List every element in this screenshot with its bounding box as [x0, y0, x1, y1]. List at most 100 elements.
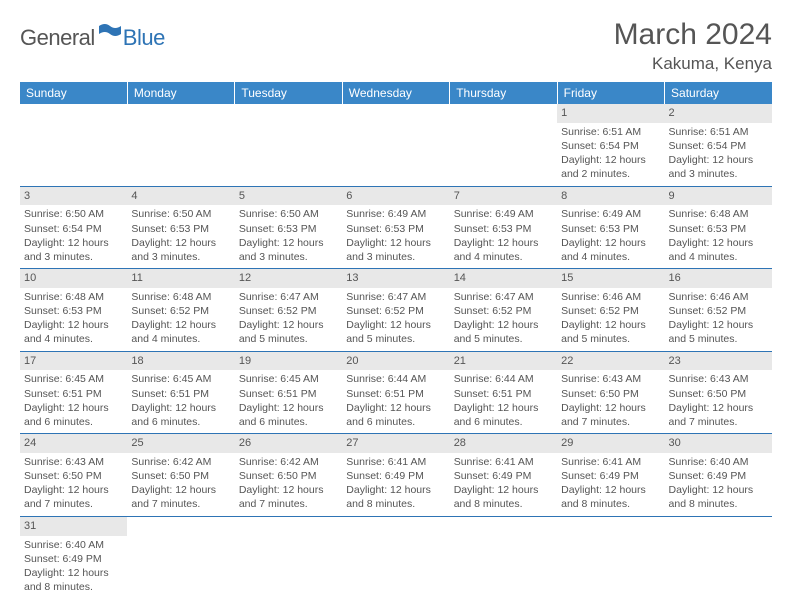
day-number: 16 — [665, 269, 772, 288]
day-number: 24 — [20, 434, 127, 453]
sunset-line: Sunset: 6:51 PM — [239, 387, 338, 401]
sunrise-line: Sunrise: 6:43 AM — [24, 455, 123, 469]
sunset-line: Sunset: 6:53 PM — [346, 222, 445, 236]
calendar-week-row: 17Sunrise: 6:45 AMSunset: 6:51 PMDayligh… — [20, 351, 772, 434]
daylight-line: Daylight: 12 hours and 5 minutes. — [454, 318, 553, 346]
sunrise-line: Sunrise: 6:45 AM — [131, 372, 230, 386]
daylight-line: Daylight: 12 hours and 8 minutes. — [454, 483, 553, 511]
calendar-day-cell: 23Sunrise: 6:43 AMSunset: 6:50 PMDayligh… — [665, 351, 772, 434]
daylight-line: Daylight: 12 hours and 7 minutes. — [669, 401, 768, 429]
daylight-line: Daylight: 12 hours and 8 minutes. — [24, 566, 123, 594]
weekday-header: Monday — [127, 82, 234, 104]
sunset-line: Sunset: 6:49 PM — [561, 469, 660, 483]
sunrise-line: Sunrise: 6:44 AM — [454, 372, 553, 386]
daylight-line: Daylight: 12 hours and 3 minutes. — [239, 236, 338, 264]
sunrise-line: Sunrise: 6:41 AM — [561, 455, 660, 469]
day-number: 26 — [235, 434, 342, 453]
sunrise-line: Sunrise: 6:47 AM — [454, 290, 553, 304]
calendar-week-row: 3Sunrise: 6:50 AMSunset: 6:54 PMDaylight… — [20, 186, 772, 269]
daylight-line: Daylight: 12 hours and 4 minutes. — [131, 318, 230, 346]
calendar-week-row: 1Sunrise: 6:51 AMSunset: 6:54 PMDaylight… — [20, 104, 772, 186]
sunrise-line: Sunrise: 6:46 AM — [669, 290, 768, 304]
daylight-line: Daylight: 12 hours and 5 minutes. — [346, 318, 445, 346]
daylight-line: Daylight: 12 hours and 3 minutes. — [346, 236, 445, 264]
sunrise-line: Sunrise: 6:48 AM — [24, 290, 123, 304]
calendar-day-cell: 8Sunrise: 6:49 AMSunset: 6:53 PMDaylight… — [557, 186, 664, 269]
weekday-header: Wednesday — [342, 82, 449, 104]
calendar-day-cell: 15Sunrise: 6:46 AMSunset: 6:52 PMDayligh… — [557, 269, 664, 352]
sunset-line: Sunset: 6:51 PM — [24, 387, 123, 401]
daylight-line: Daylight: 12 hours and 8 minutes. — [561, 483, 660, 511]
sunset-line: Sunset: 6:50 PM — [561, 387, 660, 401]
calendar-day-cell: 16Sunrise: 6:46 AMSunset: 6:52 PMDayligh… — [665, 269, 772, 352]
calendar-day-cell: 11Sunrise: 6:48 AMSunset: 6:52 PMDayligh… — [127, 269, 234, 352]
sunset-line: Sunset: 6:51 PM — [131, 387, 230, 401]
calendar-day-cell — [235, 104, 342, 186]
day-number: 15 — [557, 269, 664, 288]
sunrise-line: Sunrise: 6:50 AM — [24, 207, 123, 221]
calendar-day-cell — [342, 104, 449, 186]
day-number: 23 — [665, 352, 772, 371]
calendar-day-cell: 27Sunrise: 6:41 AMSunset: 6:49 PMDayligh… — [342, 434, 449, 517]
day-number: 7 — [450, 187, 557, 206]
calendar-day-cell: 24Sunrise: 6:43 AMSunset: 6:50 PMDayligh… — [20, 434, 127, 517]
calendar-day-cell: 2Sunrise: 6:51 AMSunset: 6:54 PMDaylight… — [665, 104, 772, 186]
sunrise-line: Sunrise: 6:42 AM — [131, 455, 230, 469]
daylight-line: Daylight: 12 hours and 3 minutes. — [669, 153, 768, 181]
day-number: 28 — [450, 434, 557, 453]
day-number: 1 — [557, 104, 664, 123]
daylight-line: Daylight: 12 hours and 4 minutes. — [24, 318, 123, 346]
sunrise-line: Sunrise: 6:50 AM — [131, 207, 230, 221]
calendar-week-row: 31Sunrise: 6:40 AMSunset: 6:49 PMDayligh… — [20, 516, 772, 598]
calendar-day-cell: 13Sunrise: 6:47 AMSunset: 6:52 PMDayligh… — [342, 269, 449, 352]
calendar-day-cell: 7Sunrise: 6:49 AMSunset: 6:53 PMDaylight… — [450, 186, 557, 269]
calendar-day-cell — [342, 516, 449, 598]
calendar-day-cell: 14Sunrise: 6:47 AMSunset: 6:52 PMDayligh… — [450, 269, 557, 352]
day-number: 12 — [235, 269, 342, 288]
sunrise-line: Sunrise: 6:49 AM — [454, 207, 553, 221]
calendar-day-cell: 6Sunrise: 6:49 AMSunset: 6:53 PMDaylight… — [342, 186, 449, 269]
flag-icon — [99, 24, 121, 43]
sunset-line: Sunset: 6:49 PM — [669, 469, 768, 483]
calendar-week-row: 10Sunrise: 6:48 AMSunset: 6:53 PMDayligh… — [20, 269, 772, 352]
page-header: General Blue March 2024 Kakuma, Kenya — [20, 18, 772, 74]
sunrise-line: Sunrise: 6:44 AM — [346, 372, 445, 386]
daylight-line: Daylight: 12 hours and 8 minutes. — [346, 483, 445, 511]
calendar-day-cell — [557, 516, 664, 598]
calendar-day-cell: 3Sunrise: 6:50 AMSunset: 6:54 PMDaylight… — [20, 186, 127, 269]
calendar-day-cell — [450, 104, 557, 186]
calendar-table: SundayMondayTuesdayWednesdayThursdayFrid… — [20, 82, 772, 598]
weekday-header: Saturday — [665, 82, 772, 104]
sunrise-line: Sunrise: 6:49 AM — [561, 207, 660, 221]
calendar-day-cell: 9Sunrise: 6:48 AMSunset: 6:53 PMDaylight… — [665, 186, 772, 269]
sunset-line: Sunset: 6:54 PM — [24, 222, 123, 236]
day-number: 17 — [20, 352, 127, 371]
sunrise-line: Sunrise: 6:42 AM — [239, 455, 338, 469]
sunset-line: Sunset: 6:53 PM — [561, 222, 660, 236]
day-number: 30 — [665, 434, 772, 453]
sunset-line: Sunset: 6:53 PM — [239, 222, 338, 236]
sunset-line: Sunset: 6:49 PM — [346, 469, 445, 483]
daylight-line: Daylight: 12 hours and 6 minutes. — [24, 401, 123, 429]
day-number: 18 — [127, 352, 234, 371]
day-number: 5 — [235, 187, 342, 206]
sunset-line: Sunset: 6:50 PM — [669, 387, 768, 401]
sunset-line: Sunset: 6:52 PM — [669, 304, 768, 318]
sunset-line: Sunset: 6:54 PM — [561, 139, 660, 153]
sunrise-line: Sunrise: 6:40 AM — [24, 538, 123, 552]
sunrise-line: Sunrise: 6:47 AM — [239, 290, 338, 304]
location-text: Kakuma, Kenya — [614, 54, 772, 74]
day-number: 21 — [450, 352, 557, 371]
calendar-day-cell: 4Sunrise: 6:50 AMSunset: 6:53 PMDaylight… — [127, 186, 234, 269]
sunrise-line: Sunrise: 6:48 AM — [669, 207, 768, 221]
daylight-line: Daylight: 12 hours and 3 minutes. — [24, 236, 123, 264]
sunset-line: Sunset: 6:53 PM — [454, 222, 553, 236]
day-number: 25 — [127, 434, 234, 453]
day-number: 3 — [20, 187, 127, 206]
weekday-header: Sunday — [20, 82, 127, 104]
title-block: March 2024 Kakuma, Kenya — [614, 18, 772, 74]
weekday-header-row: SundayMondayTuesdayWednesdayThursdayFrid… — [20, 82, 772, 104]
calendar-day-cell — [450, 516, 557, 598]
calendar-day-cell: 30Sunrise: 6:40 AMSunset: 6:49 PMDayligh… — [665, 434, 772, 517]
calendar-day-cell: 20Sunrise: 6:44 AMSunset: 6:51 PMDayligh… — [342, 351, 449, 434]
